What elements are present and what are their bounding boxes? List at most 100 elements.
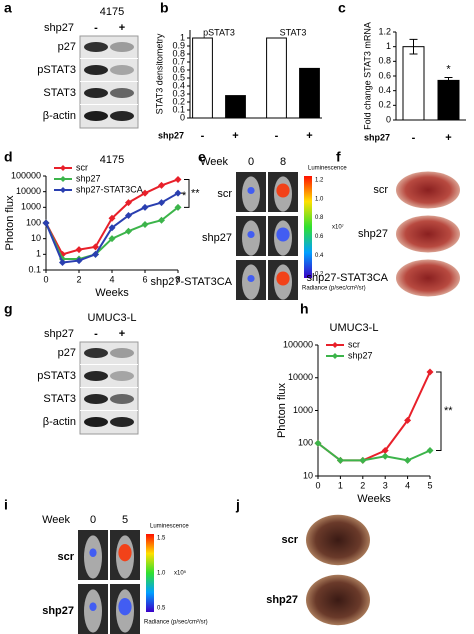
y-axis-label: STAT3 densitometry <box>154 33 164 114</box>
signal <box>247 274 255 283</box>
blot-band <box>110 348 134 358</box>
y-tick-label: 100 <box>26 217 41 227</box>
blot-row-label: β-actin <box>43 110 76 122</box>
panel-label: f <box>336 149 341 165</box>
y-tick-label: 0.9 <box>172 40 185 50</box>
point <box>359 456 367 464</box>
x-tick-label: - <box>201 130 205 142</box>
panel-label: c <box>338 0 346 16</box>
chart-title: UMUC3-L <box>330 322 379 334</box>
legend-marker <box>332 342 338 348</box>
point <box>141 189 149 197</box>
row-label: scr <box>281 534 298 546</box>
blot-band <box>110 394 134 404</box>
x-axis-label: shp27 <box>364 132 390 142</box>
lung-image <box>306 514 370 566</box>
y-tick-label: 1 <box>36 249 41 259</box>
row-label: shp27 <box>266 594 298 606</box>
panel-label: i <box>4 497 8 513</box>
blot-band <box>110 88 134 98</box>
row-label: shp27 <box>358 228 388 240</box>
point <box>404 416 412 424</box>
mouse <box>84 589 102 633</box>
y-tick-label: 100000 <box>11 170 41 180</box>
bar <box>266 37 287 119</box>
sign: - <box>94 328 98 340</box>
point <box>141 221 149 229</box>
error-bar <box>444 76 453 84</box>
sign: + <box>119 328 125 340</box>
colorbar-unit: Radiance (p/sec/cm²/sr) <box>144 620 208 626</box>
colorbar-tick: 1.0 <box>315 196 324 202</box>
row-label: scr <box>57 551 74 563</box>
y-axis-label: Photon flux <box>4 195 16 251</box>
lung-image <box>396 259 460 297</box>
row-label: shp27-STAT3CA <box>150 276 232 288</box>
week-label: Week <box>200 156 228 168</box>
week: 0 <box>248 156 254 168</box>
week: 8 <box>280 156 286 168</box>
legend-marker <box>60 187 66 193</box>
signal <box>89 548 97 557</box>
blot-band <box>110 65 134 75</box>
colorbar-tick: 1.5 <box>157 536 166 542</box>
week: 0 <box>90 514 96 526</box>
x-tick-label: - <box>412 132 416 144</box>
point <box>141 203 149 211</box>
y-tick-label: 0.7 <box>172 56 185 66</box>
colorbar <box>146 534 154 612</box>
blot-band <box>110 417 134 427</box>
mouse <box>84 535 102 579</box>
blot-band <box>110 111 134 121</box>
legend-label: scr <box>348 339 360 349</box>
y-tick-label: 0.6 <box>172 64 185 74</box>
blot-band <box>84 65 108 75</box>
y-tick-label: 100 <box>298 438 313 448</box>
x-axis-label: shp27 <box>158 130 184 140</box>
bar <box>402 46 425 121</box>
x-tick-label: + <box>306 130 312 142</box>
point <box>426 368 434 376</box>
y-tick-label: 10000 <box>288 372 313 382</box>
y-tick-label: 0.4 <box>172 80 185 90</box>
x-tick-label: - <box>275 130 279 142</box>
blot-row-label: STAT3 <box>43 87 76 99</box>
blot-band <box>84 394 108 404</box>
legend-label: shp27 <box>348 350 373 360</box>
panel-label: j <box>235 497 240 513</box>
error-bar <box>409 38 418 55</box>
panel-label: a <box>4 0 12 16</box>
y-tick-label: 0.4 <box>378 85 391 95</box>
week: 5 <box>122 514 128 526</box>
treatment-label: shp27 <box>44 22 74 34</box>
x-tick-label: 2 <box>76 274 81 284</box>
bracket <box>436 371 442 452</box>
bar <box>192 37 213 119</box>
colorbar-scale: x10⁵ <box>174 570 187 577</box>
point <box>336 456 344 464</box>
point <box>108 224 116 232</box>
signal <box>276 271 290 286</box>
blot-band <box>84 417 108 427</box>
panel-label: h <box>300 301 309 317</box>
signal <box>89 602 97 611</box>
y-tick-label: 1.2 <box>378 26 391 36</box>
point <box>158 216 165 224</box>
y-tick-label: 0.1 <box>28 264 41 274</box>
point <box>42 219 50 227</box>
blot-row-label: p27 <box>58 347 76 359</box>
blot-band <box>84 111 108 121</box>
point <box>125 199 132 207</box>
blot-band <box>110 42 134 52</box>
x-axis-label: Weeks <box>95 287 129 299</box>
blot-band <box>84 42 108 52</box>
point <box>174 175 182 183</box>
y-tick-label: 0.3 <box>172 88 185 98</box>
blot-row-label: pSTAT3 <box>37 370 76 382</box>
y-tick-label: 1000 <box>21 202 41 212</box>
row-label: shp27 <box>202 232 232 244</box>
point <box>426 447 434 455</box>
y-tick-label: 100000 <box>283 339 313 349</box>
bar <box>437 79 460 121</box>
